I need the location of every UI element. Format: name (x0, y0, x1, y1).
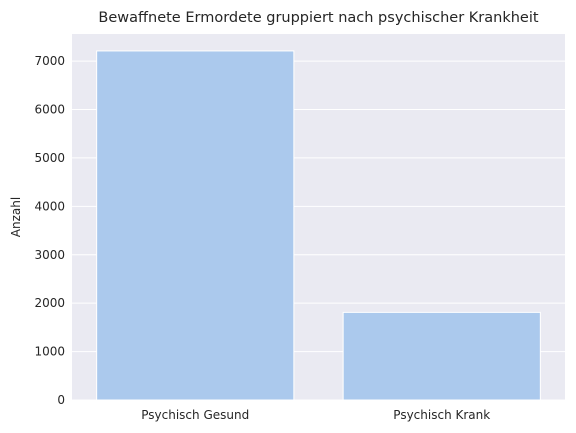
y-tick-label: 4000 (34, 199, 65, 213)
y-tick-label: 3000 (34, 248, 65, 262)
y-tick-label: 7000 (34, 54, 65, 68)
y-tick-label: 0 (57, 393, 65, 407)
bar-psychisch-gesund (96, 50, 295, 401)
x-tick-label: Psychisch Krank (393, 408, 490, 422)
bars (96, 50, 541, 401)
x-tick-labels: Psychisch Gesund Psychisch Krank (141, 408, 490, 422)
y-axis-label: Anzahl (9, 197, 23, 237)
y-tick-label: 5000 (34, 151, 65, 165)
y-tick-label: 1000 (34, 345, 65, 359)
y-tick-labels: 0 1000 2000 3000 4000 5000 6000 7000 (34, 54, 65, 407)
y-tick-label: 6000 (34, 103, 65, 117)
x-tick-label: Psychisch Gesund (141, 408, 249, 422)
bar-psychisch-krank (342, 311, 541, 401)
chart-title: Bewaffnete Ermordete gruppiert nach psyc… (98, 10, 538, 26)
y-tick-label: 2000 (34, 296, 65, 310)
